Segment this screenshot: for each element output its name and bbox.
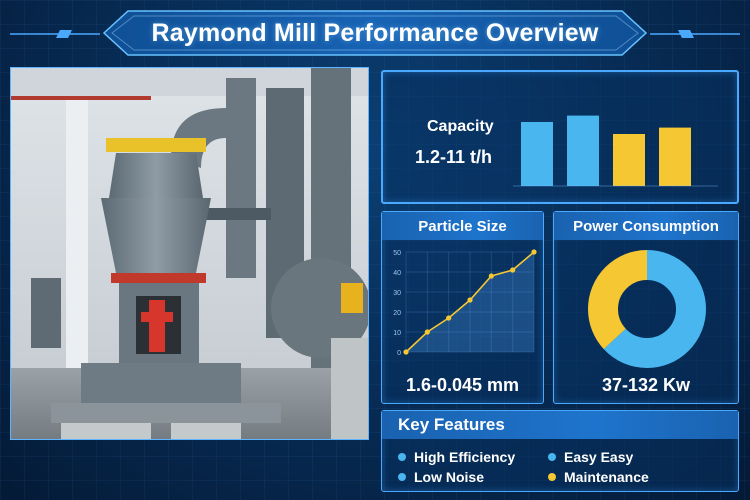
y-tick-label: 30 — [393, 290, 401, 297]
donut-slice — [588, 250, 706, 368]
raymond-mill-photo — [10, 67, 369, 440]
capacity-bar — [659, 127, 691, 186]
power-donut-chart — [588, 250, 706, 368]
particle-size-title: Particle Size — [382, 212, 543, 240]
power-value: 37-132 Kw — [601, 375, 691, 395]
title-banner: Raymond Mill Performance Overview — [100, 8, 650, 58]
bullet-dot-icon — [398, 473, 406, 481]
particle-size-value: 1.6-0.045 mm — [405, 375, 520, 395]
capacity-value: 1.2-11 t/h — [415, 147, 493, 167]
particle-size-line-chart: 50 40 30 20 10 0 — [393, 249, 537, 357]
bullet-dot-icon — [548, 473, 556, 481]
y-tick-label: 10 — [393, 330, 401, 337]
y-tick-label: 0 — [397, 350, 401, 357]
capacity-bar — [521, 122, 553, 186]
capacity-bar — [567, 115, 599, 186]
title-side-lines — [10, 30, 740, 38]
particle-size-panel: Particle Size 50 40 30 20 10 0 1.6-0.045 mm — [381, 211, 544, 404]
key-features-panel: Key Features High Efficiency Easy Easy L… — [381, 410, 739, 492]
key-features-title: Key Features — [382, 411, 738, 439]
data-point — [531, 249, 537, 255]
power-panel: Power Consumption 37-132 Kw — [553, 211, 739, 404]
data-point — [424, 329, 430, 335]
features-list: High Efficiency Easy Easy Low Noise Main… — [398, 449, 678, 485]
capacity-panel: Capacity 1.2-11 t/h — [381, 70, 739, 204]
data-point — [488, 273, 494, 279]
data-point — [403, 349, 409, 355]
capacity-label: Capacity — [427, 118, 494, 135]
power-title: Power Consumption — [554, 212, 738, 240]
data-point — [467, 297, 473, 303]
bullet-dot-icon — [548, 453, 556, 461]
feature-item: High Efficiency — [398, 449, 548, 465]
data-point — [446, 315, 452, 321]
y-tick-label: 50 — [393, 250, 401, 257]
capacity-bar — [613, 134, 645, 186]
data-point — [510, 267, 516, 273]
bullet-dot-icon — [398, 453, 406, 461]
feature-item: Easy Easy — [548, 449, 678, 465]
page-title: Raymond Mill Performance Overview — [151, 18, 599, 47]
feature-item: Low Noise — [398, 469, 548, 485]
y-tick-label: 20 — [393, 310, 401, 317]
y-tick-label: 40 — [393, 270, 401, 277]
feature-item: Maintenance — [548, 469, 678, 485]
capacity-bar-chart — [513, 115, 718, 187]
